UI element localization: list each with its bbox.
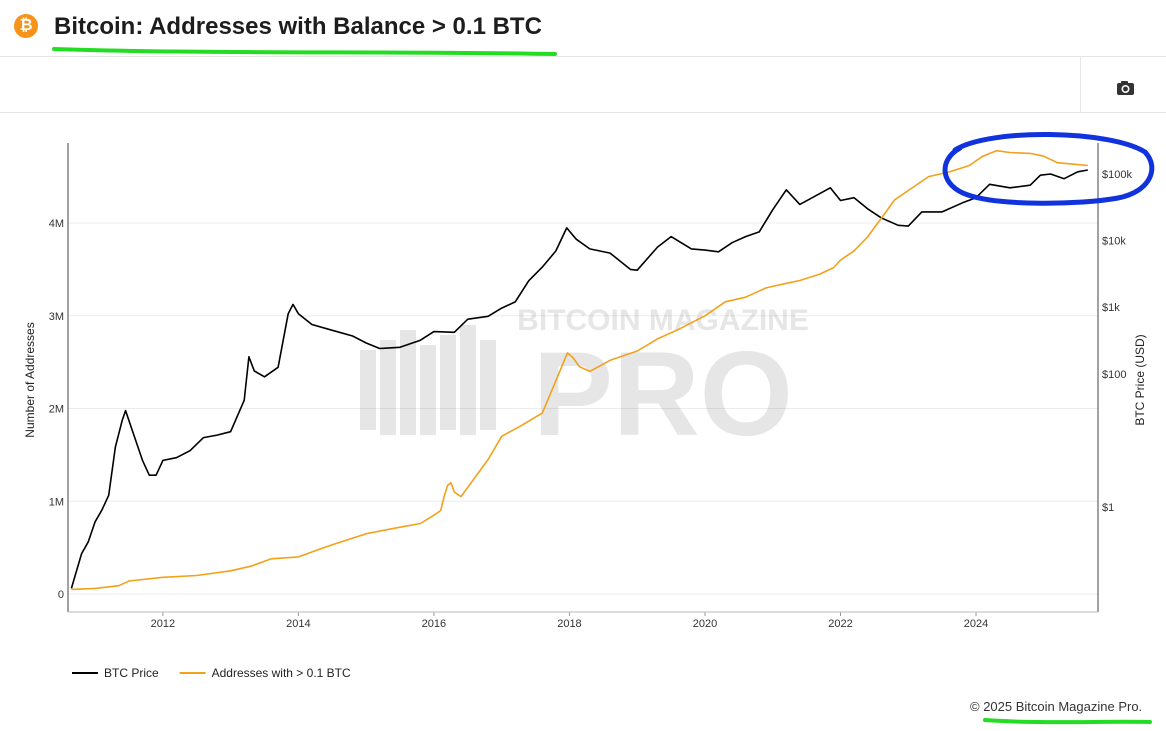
x-tick-label: 2012 bbox=[151, 618, 175, 630]
header: ₿ Bitcoin: Addresses with Balance > 0.1 … bbox=[0, 0, 1166, 57]
watermark-logo-icon bbox=[360, 325, 496, 435]
watermark-line1: BITCOIN MAGAZINE bbox=[517, 304, 809, 337]
watermark-bar bbox=[380, 340, 396, 435]
y-left-tick-label: 4M bbox=[49, 218, 64, 230]
y-right-tick-label: $1 bbox=[1102, 502, 1114, 514]
page-title: Bitcoin: Addresses with Balance > 0.1 BT… bbox=[54, 13, 542, 40]
y-left-tick-label: 1M bbox=[49, 496, 64, 508]
gridlines bbox=[68, 222, 1098, 595]
y-right-axis-title: BTC Price (USD) bbox=[1133, 334, 1147, 425]
annotations bbox=[52, 47, 1155, 725]
x-tick-label: 2022 bbox=[828, 618, 852, 630]
axes bbox=[67, 143, 1099, 616]
watermark-bar bbox=[400, 330, 416, 435]
series bbox=[70, 149, 1088, 591]
y-left-axis-title: Number of Addresses bbox=[23, 322, 37, 437]
watermark-bar bbox=[460, 325, 476, 435]
x-tick-label: 2014 bbox=[286, 618, 310, 630]
watermark: BITCOIN MAGAZINE PRO bbox=[360, 304, 809, 461]
title-underline-annotation bbox=[52, 47, 557, 56]
chart-toolbar bbox=[0, 56, 1166, 113]
x-tick-label: 2016 bbox=[422, 618, 446, 630]
camera-icon[interactable] bbox=[1110, 76, 1140, 100]
watermark-bar bbox=[360, 350, 376, 430]
copyright: © 2025 Bitcoin Magazine Pro. bbox=[970, 699, 1143, 714]
y-right-tick-label: $10k bbox=[1102, 236, 1126, 248]
y-left-tick-label: 2M bbox=[49, 404, 64, 416]
legend-label: Addresses with > 0.1 BTC bbox=[212, 666, 351, 680]
y-right-tick-label: $1k bbox=[1102, 302, 1120, 314]
watermark-line2: PRO bbox=[533, 327, 793, 461]
watermark-bar bbox=[480, 340, 496, 430]
legend: BTC Price Addresses with > 0.1 BTC bbox=[72, 666, 351, 680]
y-left-tick-label: 3M bbox=[49, 311, 64, 323]
bitcoin-logo-icon: ₿ bbox=[14, 14, 38, 38]
watermark-bar bbox=[420, 345, 436, 435]
x-tick-label: 2020 bbox=[693, 618, 717, 630]
legend-label: BTC Price bbox=[104, 666, 159, 680]
x-tick-label: 2018 bbox=[557, 618, 581, 630]
highlight-circle-annotation bbox=[942, 131, 1155, 206]
addresses-line bbox=[71, 149, 1088, 591]
toolbar-divider bbox=[1080, 56, 1081, 112]
tick-labels: 0 1M 2M 3M 4M $1 $100 $1k $10k $100k 2012 2014 2016 2… bbox=[23, 169, 1147, 630]
y-right-tick-label: $100 bbox=[1102, 369, 1126, 381]
x-tick-label: 2024 bbox=[964, 618, 988, 630]
y-right-tick-label: $100k bbox=[1102, 169, 1132, 181]
btc-price-line bbox=[70, 169, 1088, 589]
y-left-tick-label: 0 bbox=[58, 589, 64, 601]
copyright-underline-annotation bbox=[983, 718, 1152, 725]
watermark-bar bbox=[440, 335, 456, 430]
